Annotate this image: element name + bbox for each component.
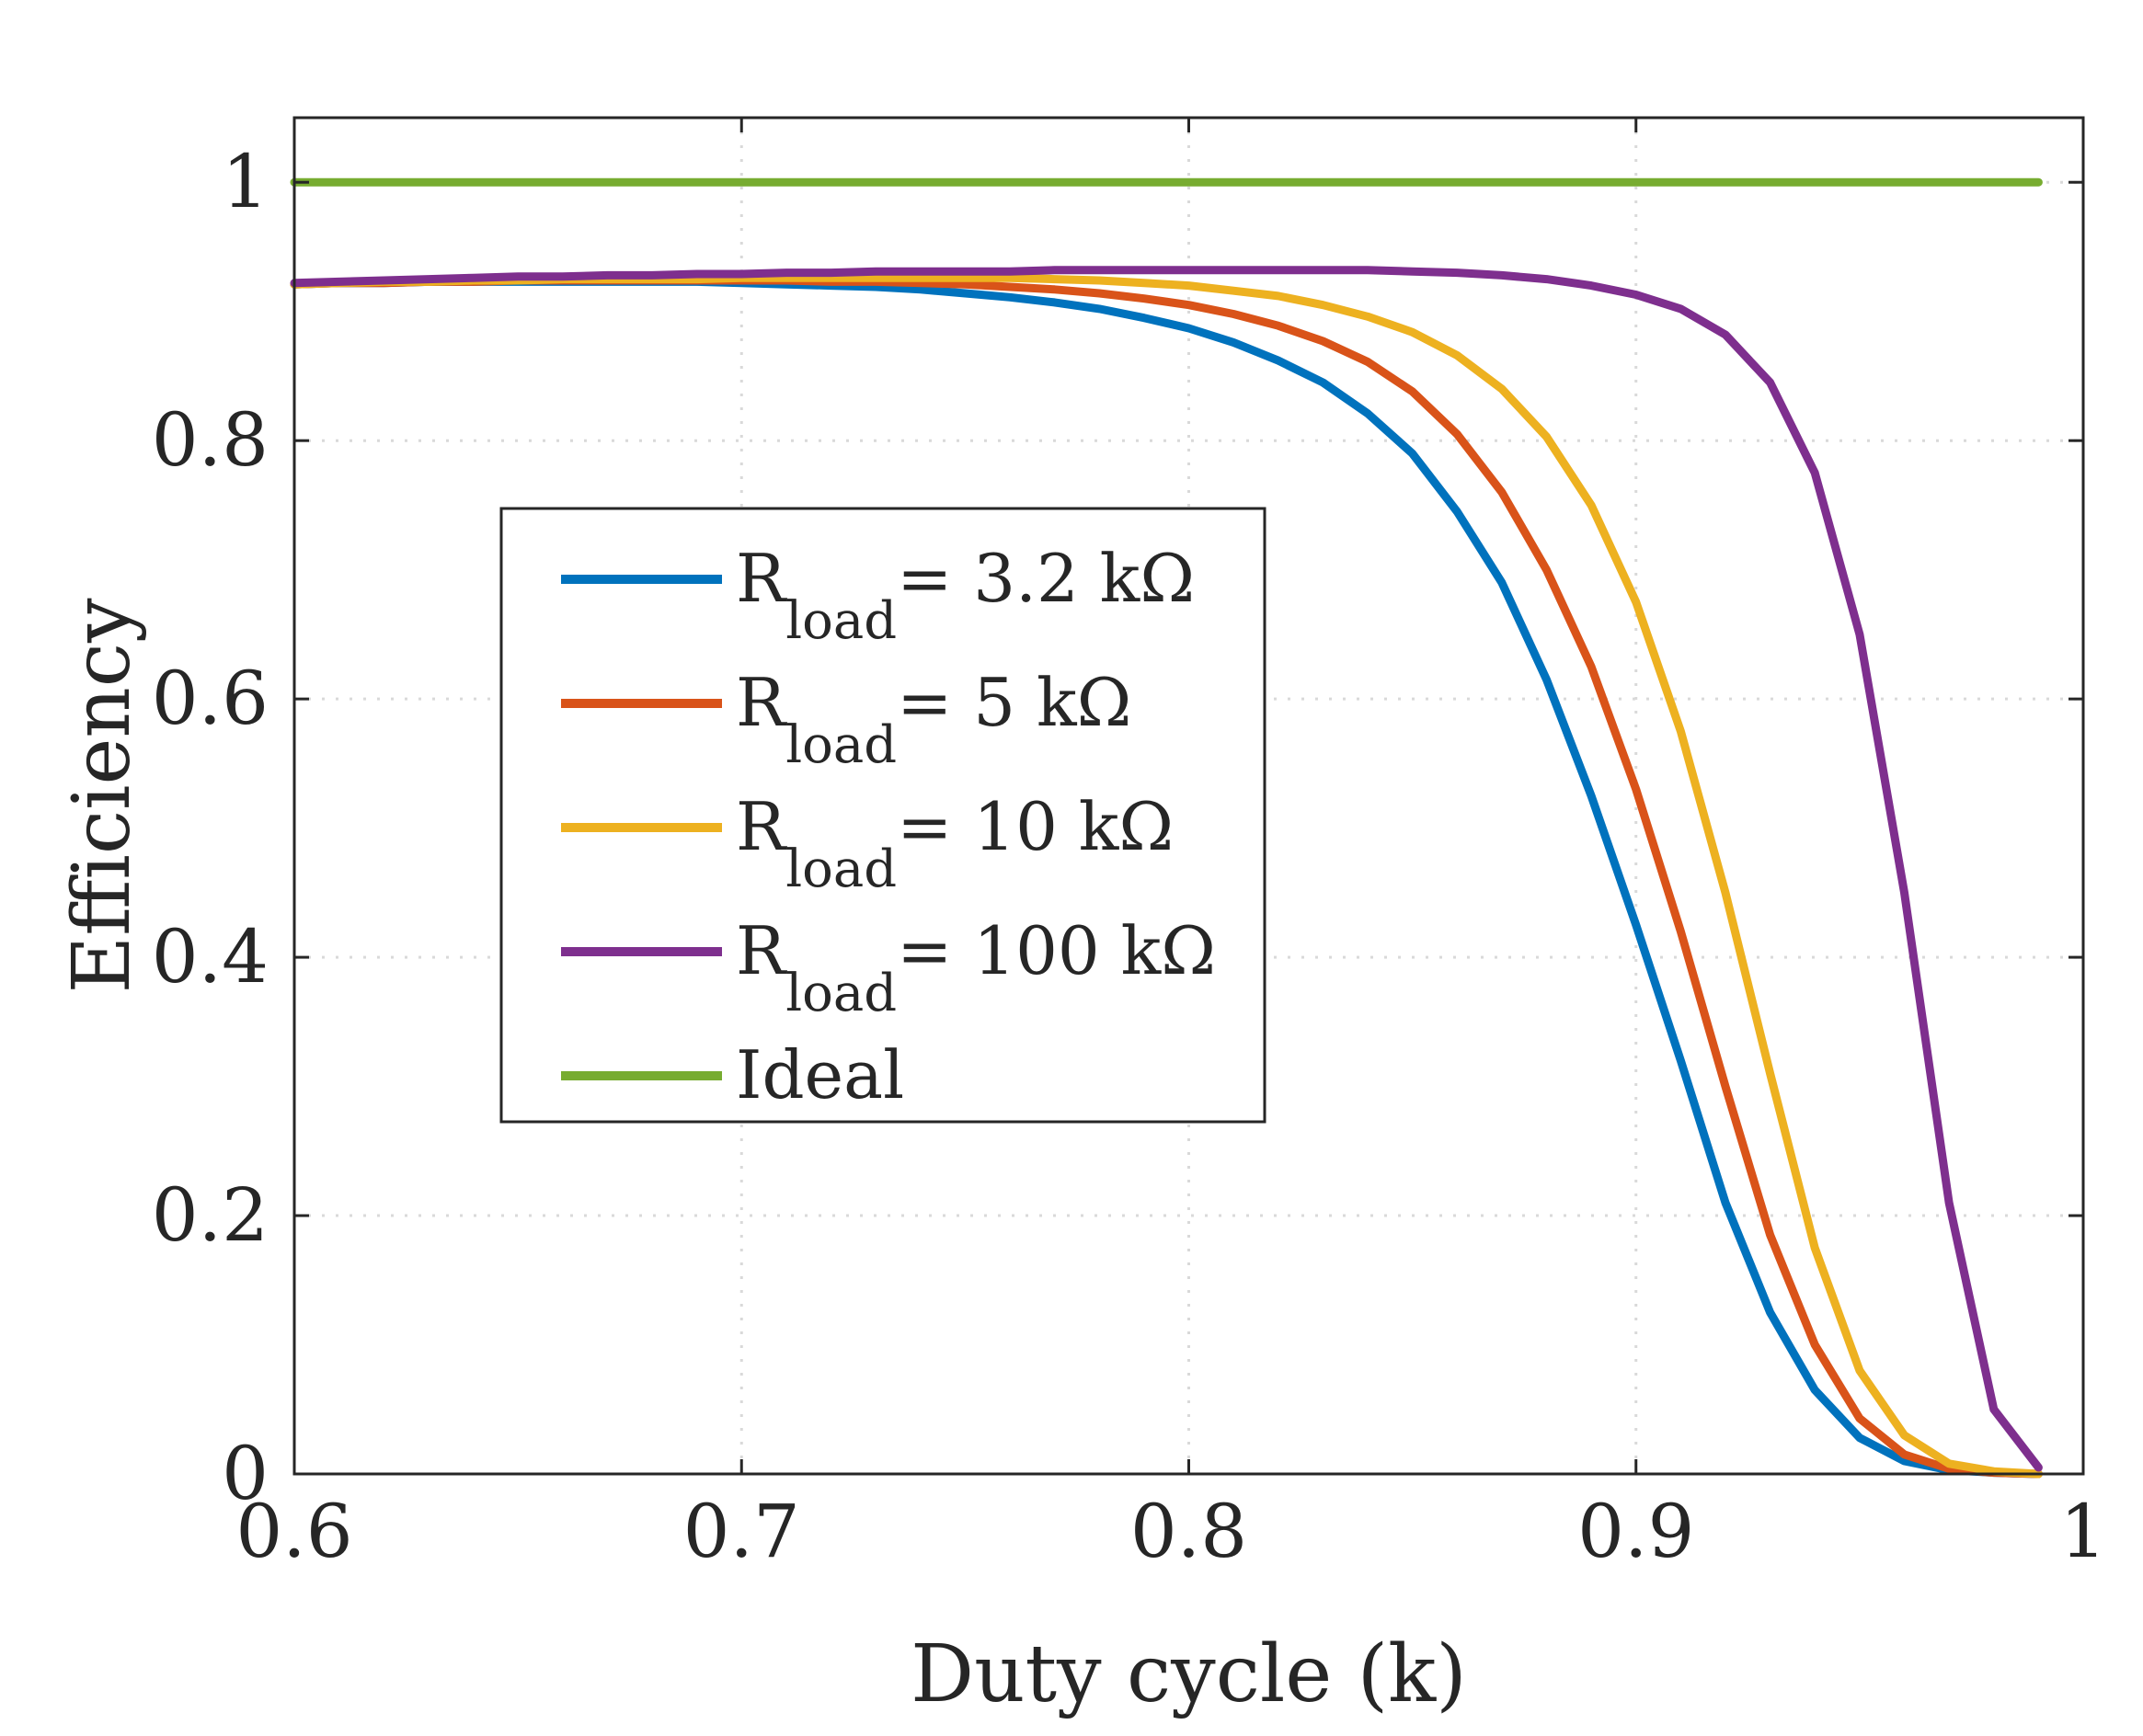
x-tick-label: 0.8 — [1130, 1489, 1247, 1574]
series-lines — [290, 177, 2043, 1479]
legend-label-1: Rload= 5 kΩ — [736, 664, 1131, 775]
tick-labels: 0.6 0.7 0.8 0.9 1 0 0.2 0.4 0.6 0.8 1 — [152, 139, 2107, 1574]
x-tick-label: 0.9 — [1577, 1489, 1694, 1574]
axes — [292, 116, 2085, 1476]
x-tick-label: 0.7 — [683, 1489, 800, 1574]
x-axis-title: Duty cycle (k) — [911, 1628, 1467, 1720]
x-tick-label: 1 — [2060, 1489, 2107, 1574]
legend: Rload= 3.2 kΩ Rload= 5 kΩ Rload= 10 kΩ Rloa… — [499, 507, 1266, 1124]
y-tick-label: 0.4 — [152, 914, 269, 999]
legend-label-2: Rload= 10 kΩ — [736, 788, 1174, 899]
y-tick-label: 0.6 — [152, 656, 269, 741]
legend-box — [499, 507, 1266, 1124]
x-tick-label: 0.6 — [235, 1489, 352, 1574]
y-tick-label: 0 — [222, 1431, 269, 1516]
y-tick-label: 1 — [222, 139, 269, 224]
legend-label-3: Rload= 100 kΩ — [736, 912, 1216, 1023]
y-tick-label: 0.2 — [152, 1172, 269, 1258]
y-axis-title: Efficiency — [56, 598, 148, 993]
legend-label-0: Rload= 3.2 kΩ — [736, 540, 1195, 651]
y-tick-label: 0.8 — [152, 397, 269, 483]
series-line-3 — [290, 266, 2043, 1472]
legend-label-4: Ideal — [736, 1036, 904, 1114]
